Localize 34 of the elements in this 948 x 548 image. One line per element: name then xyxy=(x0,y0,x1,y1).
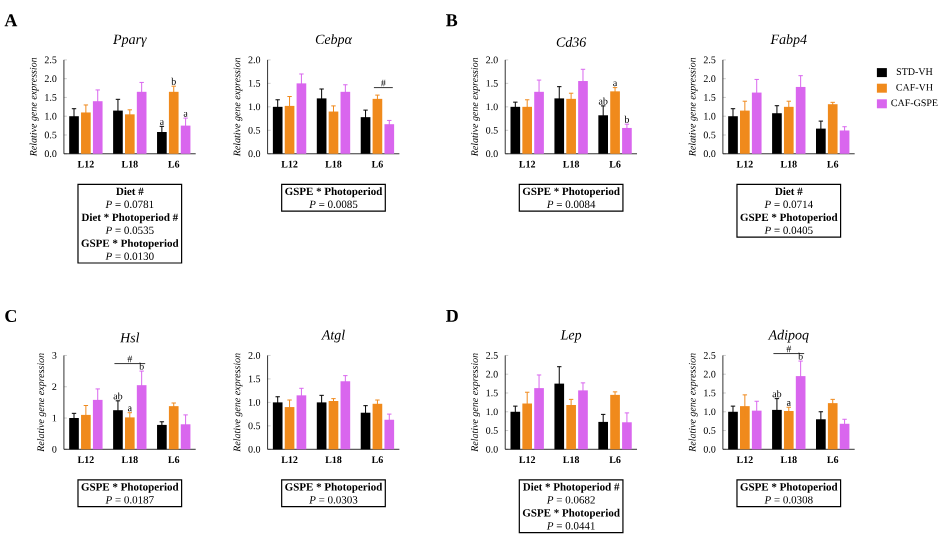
bar xyxy=(296,395,307,450)
bar xyxy=(384,124,395,155)
bar xyxy=(384,420,395,450)
text: D xyxy=(446,310,458,323)
bar xyxy=(296,83,307,155)
bar xyxy=(328,111,339,155)
bar xyxy=(372,404,383,450)
bar xyxy=(578,390,588,450)
bar xyxy=(839,130,850,155)
bar xyxy=(783,107,794,155)
bar xyxy=(340,92,351,155)
bar xyxy=(610,395,620,450)
bar xyxy=(81,112,91,155)
bar xyxy=(340,381,351,450)
text: B xyxy=(446,14,458,27)
bar xyxy=(827,104,838,155)
bar xyxy=(783,411,794,450)
bar xyxy=(372,99,383,155)
bar xyxy=(124,417,135,450)
bar xyxy=(180,126,191,155)
bar xyxy=(566,405,576,450)
text: C xyxy=(5,310,17,323)
bar xyxy=(827,403,838,450)
bar xyxy=(622,128,632,155)
bar xyxy=(124,114,135,155)
text: A xyxy=(4,14,18,27)
bar xyxy=(610,91,620,155)
bar xyxy=(328,401,339,450)
bar xyxy=(622,422,632,450)
bar xyxy=(284,407,295,450)
bar xyxy=(566,99,576,155)
bar xyxy=(522,107,533,155)
bar xyxy=(168,406,179,450)
bar xyxy=(168,92,179,155)
